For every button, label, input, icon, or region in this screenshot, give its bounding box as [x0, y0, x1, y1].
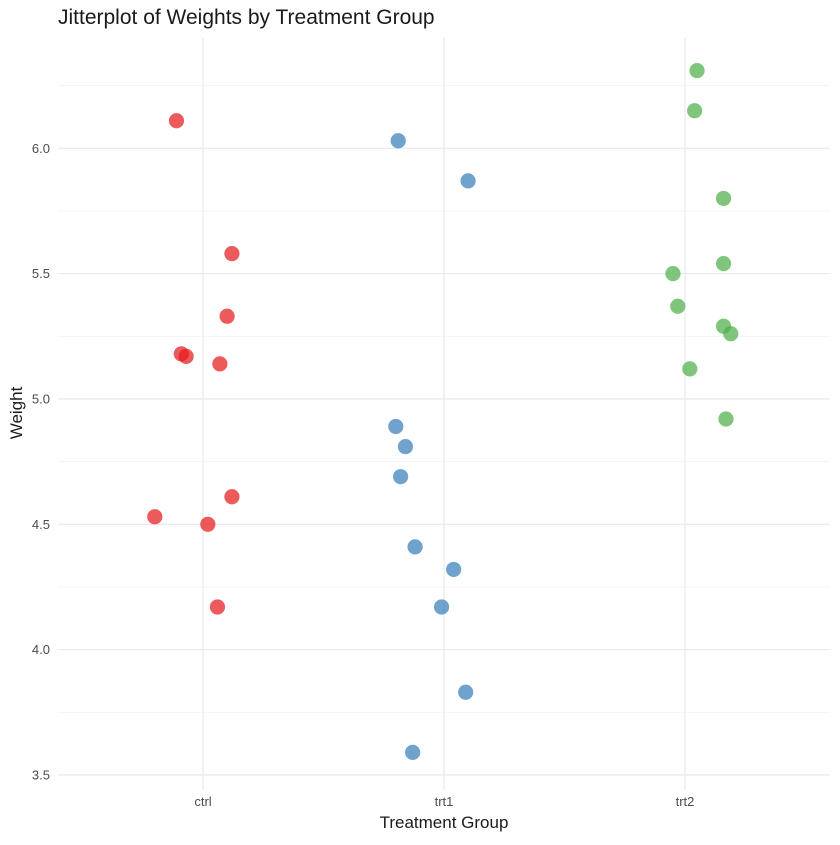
y-tick-label: 6.0 [32, 141, 50, 156]
data-point-ctrl [168, 113, 185, 129]
data-point-trt2 [718, 411, 734, 427]
data-point-trt2 [682, 361, 698, 377]
data-point-trt2 [715, 256, 732, 272]
data-point-trt1 [433, 599, 450, 615]
chart-title: Jitterplot of Weights by Treatment Group [58, 6, 435, 29]
data-point-trt1 [407, 539, 423, 555]
x-axis-ticks: ctrl trt1 trt2 [194, 794, 694, 809]
data-point-trt2 [723, 326, 739, 342]
data-point-ctrl [212, 356, 228, 372]
y-tick-label: 3.5 [32, 767, 50, 782]
data-point-trt2 [715, 190, 732, 207]
data-points [147, 62, 739, 761]
data-point-ctrl [200, 516, 216, 532]
y-axis-title: Weight [7, 386, 26, 439]
y-tick-label: 5.0 [32, 391, 50, 406]
grid-lines [58, 38, 830, 790]
data-point-trt2 [687, 103, 703, 119]
x-tick-label: trt2 [676, 794, 695, 809]
y-tick-label: 4.0 [32, 642, 50, 657]
data-point-trt1 [460, 173, 476, 189]
data-point-ctrl [224, 245, 240, 262]
data-point-trt2 [665, 266, 681, 282]
y-axis-ticks: 3.5 4.0 4.5 5.0 5.5 6.0 [32, 141, 50, 783]
data-point-trt1 [390, 133, 406, 149]
data-point-ctrl [224, 489, 240, 505]
data-point-trt1 [446, 561, 462, 578]
data-point-trt2 [689, 62, 705, 79]
data-point-trt1 [458, 684, 474, 700]
data-point-trt1 [388, 418, 404, 435]
x-tick-label: ctrl [194, 794, 211, 809]
y-tick-label: 5.5 [32, 266, 50, 281]
data-point-ctrl [147, 509, 163, 525]
data-point-trt1 [393, 469, 409, 485]
data-point-trt2 [670, 298, 686, 314]
data-point-ctrl [209, 599, 226, 615]
data-point-ctrl [178, 348, 194, 364]
data-point-trt1 [397, 438, 414, 455]
data-point-ctrl [219, 308, 235, 324]
x-tick-label: trt1 [435, 794, 454, 809]
x-axis-title: Treatment Group [380, 813, 509, 832]
data-point-trt1 [405, 744, 421, 761]
y-tick-label: 4.5 [32, 517, 50, 532]
